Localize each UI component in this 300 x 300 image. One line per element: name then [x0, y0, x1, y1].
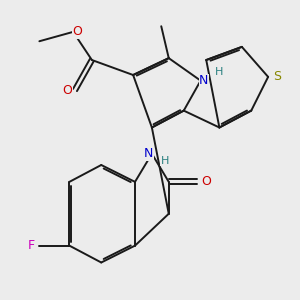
Text: O: O	[63, 83, 72, 97]
Text: H: H	[214, 68, 223, 77]
Text: S: S	[274, 70, 281, 83]
Text: N: N	[199, 74, 208, 87]
Text: H: H	[161, 155, 169, 166]
Text: N: N	[144, 147, 154, 160]
Text: O: O	[201, 176, 211, 188]
Text: F: F	[28, 239, 35, 252]
Text: O: O	[73, 26, 82, 38]
